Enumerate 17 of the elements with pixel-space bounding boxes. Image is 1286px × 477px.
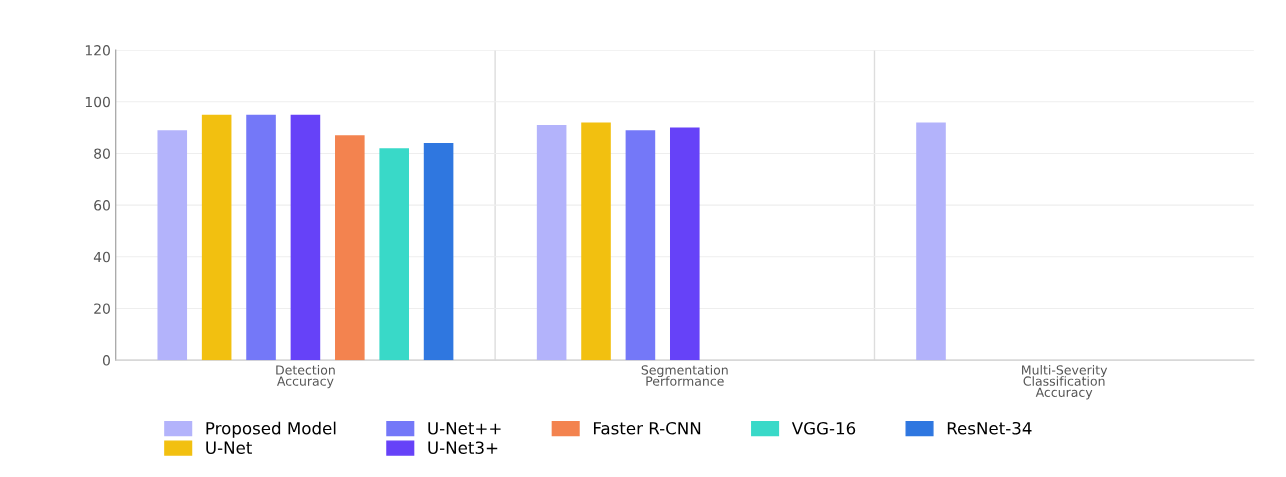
- y-tick-label: 40: [93, 251, 110, 263]
- y-tick-label: 60: [94, 200, 110, 211]
- legend-label: U-Net3+: [428, 441, 498, 455]
- x-tick-label: Detection Accuracy: [276, 365, 335, 389]
- legend-label: U-Net: [206, 441, 252, 455]
- y-tick-label: 120: [85, 45, 110, 56]
- y-tick-label: 0: [102, 355, 110, 366]
- y-tick-label: 20: [94, 303, 110, 314]
- x-tick-label: Segmentation Performance: [641, 365, 728, 386]
- legend-label: Faster R-CNN: [593, 421, 701, 435]
- y-tick-label: 80: [94, 148, 110, 159]
- legend-label: U-Net++: [428, 422, 501, 435]
- legend-label: ResNet-34: [947, 421, 1032, 435]
- legend-label: VGG-16: [791, 421, 856, 435]
- legend-label: Proposed Model: [206, 421, 336, 438]
- y-tick-label: 100: [85, 96, 110, 108]
- x-tick-label: Multi-Severity Classification Accuracy: [1022, 365, 1108, 400]
